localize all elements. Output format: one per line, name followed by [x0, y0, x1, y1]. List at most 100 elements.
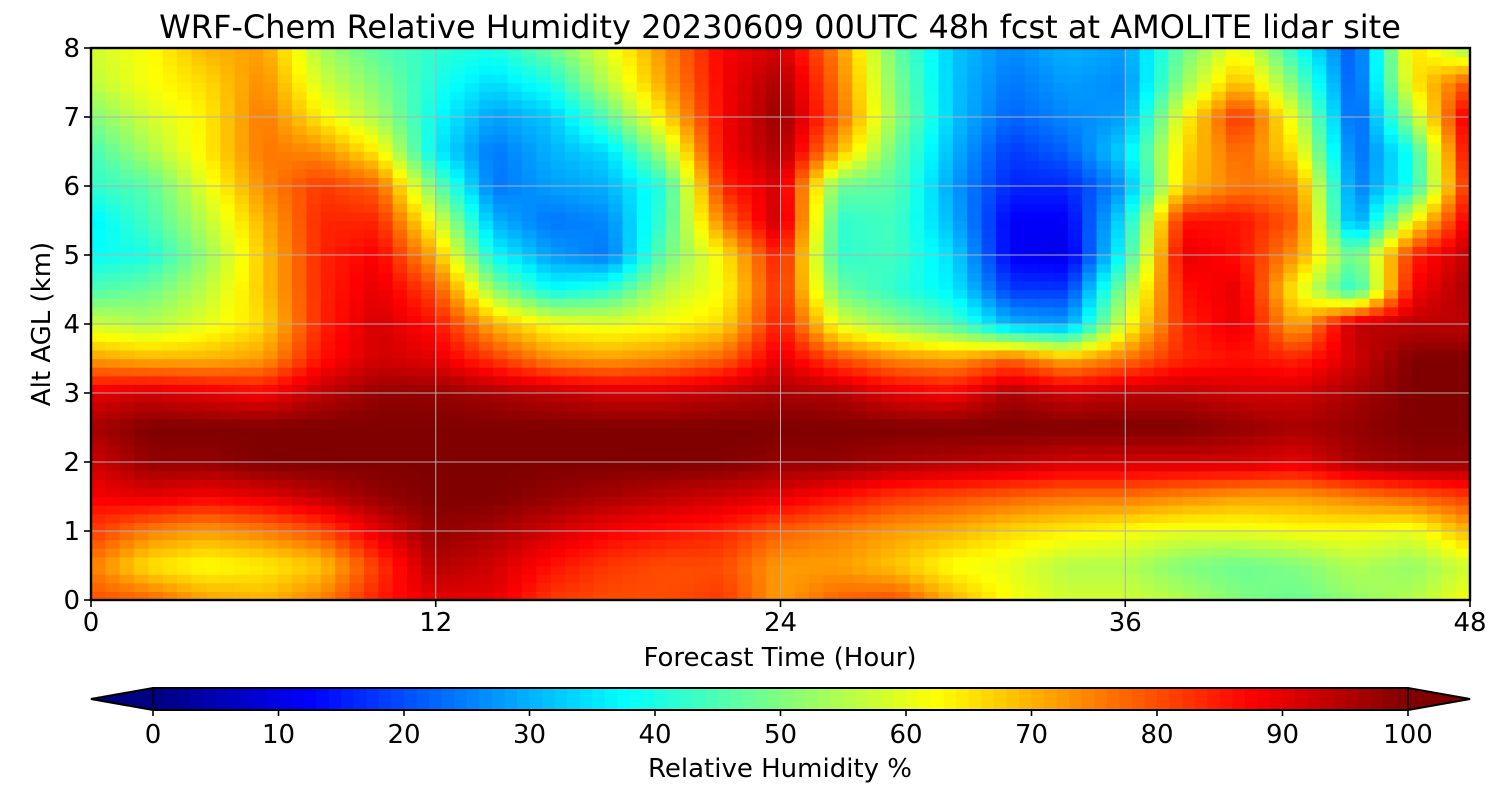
heatmap-cell	[335, 565, 351, 575]
heatmap-cell	[320, 479, 336, 489]
heatmap-cell	[550, 349, 566, 360]
heatmap-cell	[866, 324, 882, 334]
heatmap-cell	[809, 574, 825, 584]
heatmap-cell	[909, 280, 925, 291]
heatmap-cell	[306, 151, 322, 161]
heatmap-cell	[737, 332, 753, 342]
heatmap-cell	[363, 556, 379, 567]
heatmap-cell	[507, 332, 523, 342]
heatmap-cell	[1441, 393, 1457, 403]
heatmap-cell	[794, 324, 810, 334]
heatmap-cell	[1297, 315, 1313, 325]
heatmap-cell	[1340, 556, 1356, 567]
heatmap-cell	[723, 263, 738, 273]
heatmap-cell	[866, 479, 882, 489]
heatmap-cell	[780, 453, 796, 463]
heatmap-cell	[579, 539, 595, 549]
heatmap-cell	[119, 177, 135, 187]
heatmap-cell	[665, 505, 681, 515]
heatmap-cell	[1355, 289, 1371, 299]
heatmap-cell	[1426, 556, 1442, 567]
heatmap-cell	[263, 289, 279, 299]
heatmap-cell	[1225, 591, 1241, 600]
heatmap-cell	[1326, 591, 1342, 600]
heatmap-cell	[1441, 160, 1457, 170]
heatmap-cell	[1053, 168, 1069, 178]
heatmap-cell	[1240, 531, 1256, 541]
heatmap-cell	[1182, 203, 1198, 213]
heatmap-cell	[1412, 556, 1428, 567]
heatmap-cell	[205, 427, 221, 437]
heatmap-cell	[521, 556, 537, 567]
heatmap-cell	[105, 229, 121, 239]
heatmap-cell	[866, 496, 882, 506]
heatmap-cell	[823, 332, 839, 342]
heatmap-cell	[507, 289, 523, 299]
heatmap-cell	[679, 418, 695, 429]
heatmap-cell	[895, 220, 911, 230]
heatmap-cell	[1153, 220, 1169, 230]
heatmap-cell	[924, 487, 940, 498]
heatmap-cell	[536, 194, 552, 204]
heatmap-cell	[780, 505, 796, 515]
heatmap-cell	[507, 582, 523, 592]
heatmap-cell	[320, 324, 336, 334]
heatmap-cell	[306, 237, 322, 247]
heatmap-cell	[952, 332, 968, 342]
heatmap-cell	[852, 479, 868, 489]
heatmap-cell	[665, 462, 681, 472]
heatmap-cell	[306, 410, 322, 420]
heatmap-cell	[881, 496, 897, 506]
heatmap-cell	[1110, 574, 1126, 584]
heatmap-cell	[249, 151, 264, 161]
heatmap-cell	[938, 229, 954, 239]
heatmap-cell	[952, 522, 968, 532]
heatmap-cell	[464, 470, 480, 480]
heatmap-cell	[995, 591, 1011, 600]
heatmap-cell	[220, 582, 236, 592]
heatmap-cell	[952, 479, 968, 489]
heatmap-cell	[794, 453, 810, 463]
heatmap-cell	[1153, 462, 1169, 472]
heatmap-cell	[1225, 237, 1241, 247]
heatmap-cell	[1426, 462, 1442, 472]
heatmap-cell	[1125, 522, 1141, 532]
heatmap-cell	[823, 220, 839, 230]
heatmap-cell	[694, 393, 710, 403]
heatmap-cell	[191, 160, 207, 170]
heatmap-cell	[1211, 436, 1227, 446]
heatmap-cell	[1240, 505, 1256, 515]
heatmap-cell	[1053, 203, 1069, 213]
heatmap-cell	[292, 289, 308, 299]
heatmap-cell	[952, 565, 968, 575]
heatmap-cell	[1311, 315, 1327, 325]
heatmap-cell	[622, 263, 638, 273]
heatmap-cell	[1082, 479, 1098, 489]
heatmap-cell	[1010, 349, 1026, 360]
heatmap-cell	[809, 255, 825, 265]
heatmap-cell	[392, 220, 408, 230]
heatmap-cell	[119, 349, 135, 360]
heatmap-cell	[1254, 418, 1270, 429]
heatmap-cell	[852, 289, 868, 299]
heatmap-cell	[407, 263, 422, 273]
heatmap-cell	[1024, 522, 1040, 532]
heatmap-cell	[1082, 418, 1098, 429]
heatmap-cell	[1441, 255, 1457, 265]
heatmap-cell	[1268, 211, 1284, 222]
heatmap-cell	[378, 306, 394, 316]
heatmap-cell	[450, 194, 466, 204]
heatmap-cell	[622, 556, 638, 567]
heatmap-cell	[938, 255, 954, 265]
heatmap-cell	[679, 548, 695, 558]
heatmap-cell	[177, 151, 193, 161]
heatmap-cell	[407, 487, 422, 498]
heatmap-cell	[1369, 574, 1385, 584]
heatmap-cell	[995, 177, 1011, 187]
heatmap-cell	[1182, 531, 1198, 541]
heatmap-cell	[809, 384, 825, 394]
heatmap-cell	[1398, 168, 1414, 178]
heatmap-cell	[435, 341, 451, 351]
heatmap-cell	[1240, 384, 1256, 394]
